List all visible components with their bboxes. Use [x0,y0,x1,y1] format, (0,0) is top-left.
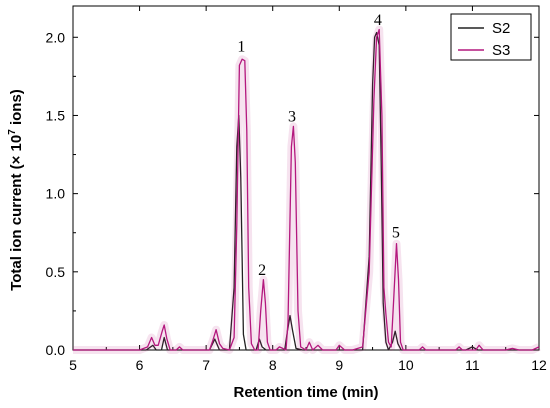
y-axis-title-main: Total ion current (× 10 [8,135,25,291]
x-tick-label: 11 [465,357,480,373]
peak-label: 1 [237,38,245,55]
x-tick-label: 5 [69,357,77,373]
x-tick-label: 12 [531,357,547,373]
peak-label: 2 [258,262,266,279]
x-tick-label: 6 [136,357,144,373]
y-axis-title: Total ion current (× 107 ions) [7,89,25,291]
y-tick-label: 0.5 [46,264,66,280]
x-tick-label: 7 [202,357,210,373]
y-tick-label: 1.5 [46,107,66,123]
series-s3-glow [73,25,541,354]
legend-label-s3: S3 [492,42,510,59]
x-tick-label: 8 [269,357,277,373]
y-axis-title-exponent: 7 [7,129,18,135]
series-line-s2 [73,31,539,351]
peak-label: 3 [288,109,296,126]
x-tick-label: 9 [335,357,343,373]
plot-area [73,25,541,354]
x-tick-label: 10 [398,357,414,373]
y-tick-label: 2.0 [46,29,66,45]
y-tick-label: 1.0 [46,186,66,202]
y-axis-title-suffix: ions) [8,89,25,129]
x-axis-title: Retention time (min) [234,384,379,401]
series-line-s3 [73,28,540,351]
peak-annotations: 1 2 3 4 5 [237,12,399,279]
legend-label-s2: S2 [492,20,510,37]
peak-label: 4 [374,12,382,29]
peak-label: 5 [392,224,400,241]
legend-box [450,13,532,61]
y-tick-label: 0.0 [46,342,66,358]
